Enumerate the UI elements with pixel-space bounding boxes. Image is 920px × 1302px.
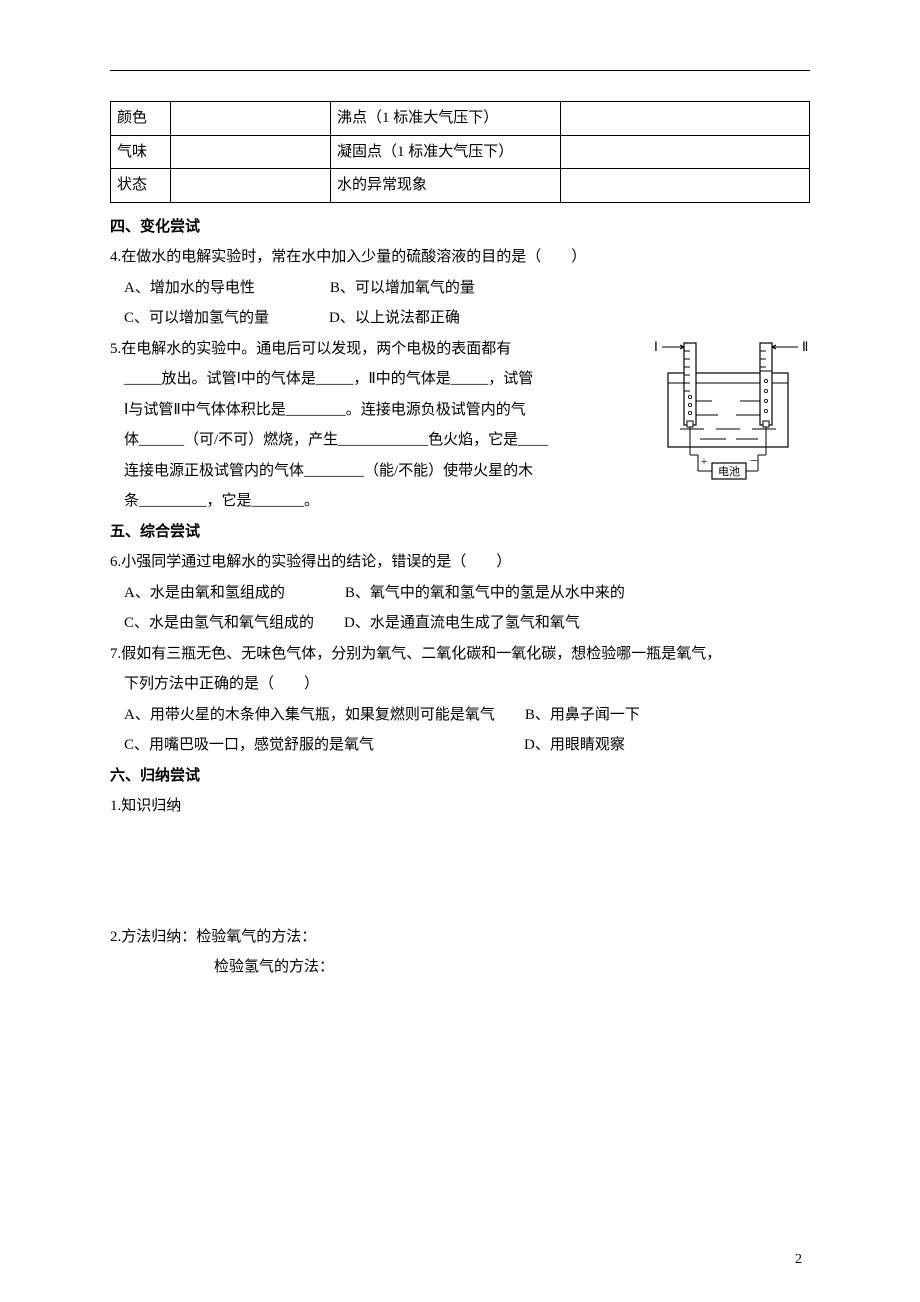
table-row: 气味 凝固点（1 标准大气压下） <box>111 135 810 169</box>
cell <box>561 169 810 203</box>
q4-stem: 4.在做水的电解实验时，常在水中加入少量的硫酸溶液的目的是（ ） <box>110 243 810 272</box>
table-row: 状态 水的异常现象 <box>111 169 810 203</box>
q6-stem: 6.小强同学通过电解水的实验得出的结论，错误的是（ ） <box>110 548 810 577</box>
svg-text:Ⅱ: Ⅱ <box>802 339 808 354</box>
cell: 凝固点（1 标准大气压下） <box>331 135 561 169</box>
electrolysis-diagram: 电池 + − Ⅰ Ⅱ <box>640 337 816 489</box>
q5-line: _____放出。试管Ⅰ中的气体是_____，Ⅱ中的气体是_____，试管 <box>110 365 600 394</box>
battery-label: 电池 <box>718 465 740 478</box>
blank-space <box>110 823 810 923</box>
q7-stem: 7.假如有三瓶无色、无味色气体，分别为氧气、二氧化碳和一氧化碳，想检验哪一瓶是氧… <box>110 640 810 669</box>
s6-p2b: 检验氢气的方法： <box>110 953 810 982</box>
q5-line: 5.在电解水的实验中。通电后可以发现，两个电极的表面都有 <box>110 335 600 364</box>
top-rule <box>110 70 810 71</box>
q5-line: 连接电源正极试管内的气体________（能/不能）使带火星的木 <box>110 457 600 486</box>
q6-options-ab: A、水是由氧和氢组成的 B、氧气中的氧和氢气中的氢是从水中来的 <box>110 579 810 608</box>
svg-text:Ⅰ: Ⅰ <box>654 339 658 354</box>
cell <box>171 135 331 169</box>
q7-stem2: 下列方法中正确的是（ ） <box>110 670 810 699</box>
q7-options-ab: A、用带火星的木条伸入集气瓶，如果复燃则可能是氧气 B、用鼻子闻一下 <box>110 701 810 730</box>
cell <box>171 102 331 136</box>
q5-line: Ⅰ与试管Ⅱ中气体体积比是________。连接电源负极试管内的气 <box>110 396 600 425</box>
section-4-title: 四、变化尝试 <box>110 213 810 242</box>
page-number: 2 <box>795 1247 802 1274</box>
cell <box>561 102 810 136</box>
s6-p2: 2.方法归纳：检验氧气的方法： <box>110 923 810 952</box>
cell <box>561 135 810 169</box>
cell: 状态 <box>111 169 171 203</box>
section-5-title: 五、综合尝试 <box>110 518 810 547</box>
q4-options-ab: A、增加水的导电性 B、可以增加氧气的量 <box>110 274 810 303</box>
section-6-title: 六、归纳尝试 <box>110 762 810 791</box>
q6-options-cd: C、水是由氢气和氧气组成的 D、水是通直流电生成了氢气和氧气 <box>110 609 810 638</box>
cell: 颜色 <box>111 102 171 136</box>
table-row: 颜色 沸点（1 标准大气压下） <box>111 102 810 136</box>
properties-table: 颜色 沸点（1 标准大气压下） 气味 凝固点（1 标准大气压下） 状态 水的异常… <box>110 101 810 203</box>
q7-options-cd: C、用嘴巴吸一口，感觉舒服的是氧气 D、用眼睛观察 <box>110 731 810 760</box>
q5-container: 5.在电解水的实验中。通电后可以发现，两个电极的表面都有 _____放出。试管Ⅰ… <box>110 335 810 516</box>
svg-text:+: + <box>701 454 708 468</box>
q5-line: 体______（可/不可）燃烧，产生____________色火焰，它是____ <box>110 426 600 455</box>
cell: 沸点（1 标准大气压下） <box>331 102 561 136</box>
cell <box>171 169 331 203</box>
q4-options-cd: C、可以增加氢气的量 D、以上说法都正确 <box>110 304 810 333</box>
s6-p1: 1.知识归纳 <box>110 792 810 821</box>
q5-line: 条_________，它是_______。 <box>110 487 600 516</box>
cell: 水的异常现象 <box>331 169 561 203</box>
cell: 气味 <box>111 135 171 169</box>
svg-text:−: − <box>750 454 758 469</box>
